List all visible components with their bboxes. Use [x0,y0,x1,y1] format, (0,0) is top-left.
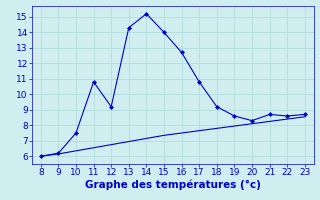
X-axis label: Graphe des températures (°c): Graphe des températures (°c) [85,180,261,190]
